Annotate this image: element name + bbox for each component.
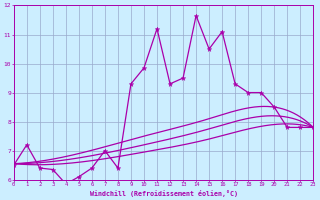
X-axis label: Windchill (Refroidissement éolien,°C): Windchill (Refroidissement éolien,°C) bbox=[90, 190, 237, 197]
